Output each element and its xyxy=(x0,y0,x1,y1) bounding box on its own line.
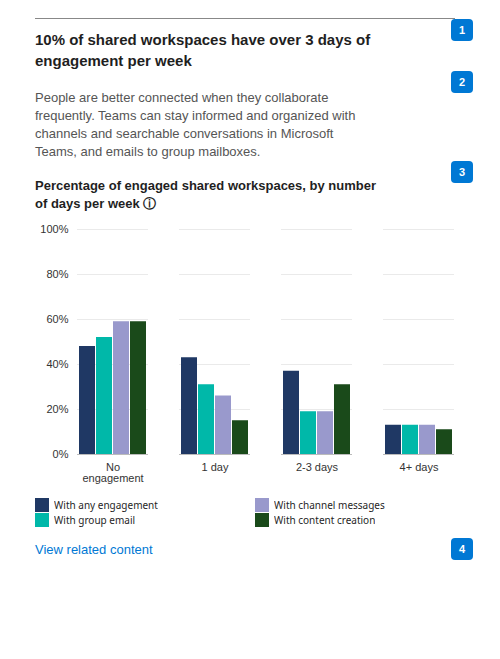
html-text:People are better connected wh: People are better connected when they co… xyxy=(35,90,356,159)
html-text:With channel messages: With channel messages xyxy=(274,498,385,512)
svg-text:1 day: 1 day xyxy=(202,461,229,473)
svg-text:4+ days: 4+ days xyxy=(400,461,439,473)
svg-text:Noengagement: Noengagement xyxy=(82,461,143,484)
html-text:View related content: View related content xyxy=(35,541,153,557)
html-text:10% of shared workspaces have: 10% of shared workspaces have over 3 day… xyxy=(35,31,371,69)
svg-text:2-3 days: 2-3 days xyxy=(296,461,339,473)
html-text:With group email: With group email xyxy=(54,513,136,527)
svg-text:60%: 60% xyxy=(46,313,68,325)
html-text:2: 2 xyxy=(458,76,466,88)
svg-text:80%: 80% xyxy=(46,268,68,280)
svg-text:20%: 20% xyxy=(46,403,68,415)
html-text:4: 4 xyxy=(458,543,466,555)
svg-text:40%: 40% xyxy=(46,358,68,370)
svg-text:0%: 0% xyxy=(53,448,69,460)
html-text:With any engagement: With any engagement xyxy=(54,498,158,512)
html-text:Percentage of engaged shared w: Percentage of engaged shared workspaces,… xyxy=(35,178,376,211)
html-text:1: 1 xyxy=(458,24,466,36)
svg-text:100%: 100% xyxy=(40,223,68,235)
html-text:3: 3 xyxy=(458,166,466,178)
html-text:With content creation: With content creation xyxy=(274,513,376,527)
